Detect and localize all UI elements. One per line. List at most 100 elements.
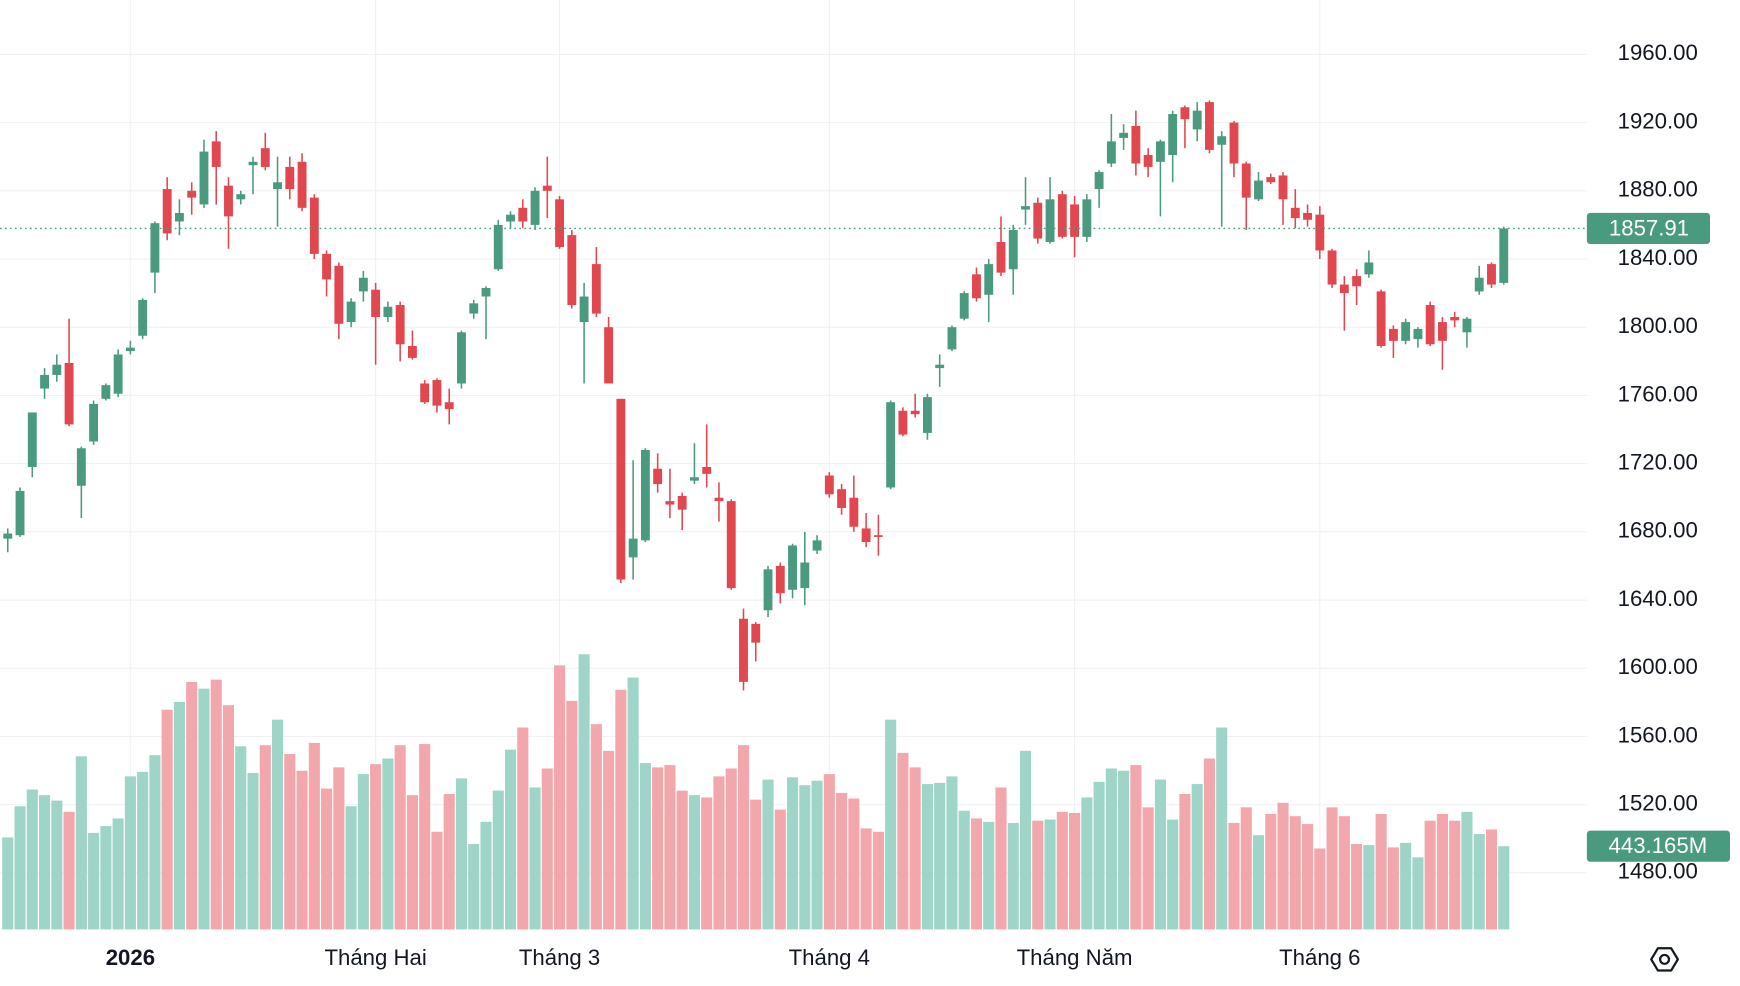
candle-body xyxy=(1143,154,1153,167)
volume-bar xyxy=(1105,768,1117,930)
y-tick-label: 1760.00 xyxy=(1618,381,1698,406)
volume-bar xyxy=(909,767,921,930)
volume-bar xyxy=(1375,813,1387,930)
volume-bar xyxy=(848,798,860,930)
volume-bar xyxy=(664,765,676,930)
candle-body xyxy=(346,301,356,323)
candle-body xyxy=(15,490,25,536)
candle-body xyxy=(334,265,344,324)
volume-bar xyxy=(970,818,983,930)
candle-body xyxy=(775,565,785,594)
volume-bar xyxy=(836,792,848,930)
grid xyxy=(0,0,1587,930)
volume-bar xyxy=(517,727,529,930)
candle-body xyxy=(457,332,466,384)
volume-bar xyxy=(897,752,909,930)
volume-bar xyxy=(934,782,946,930)
volume-bar xyxy=(370,764,382,930)
volume-bar xyxy=(1007,822,1019,930)
volume-bar xyxy=(124,776,136,930)
candle-body xyxy=(493,224,503,270)
volume-bar xyxy=(1056,811,1068,930)
candle-body xyxy=(518,207,528,222)
volume-bar xyxy=(737,745,750,930)
candle-body xyxy=(444,402,454,410)
volume-bar xyxy=(186,681,198,930)
volume-bar xyxy=(946,776,958,930)
volume-bar xyxy=(1032,820,1044,930)
volume-bar xyxy=(137,771,149,930)
candle-body xyxy=(113,354,123,394)
candle-body xyxy=(506,214,515,222)
candle-body xyxy=(873,535,883,537)
volume-bar xyxy=(210,679,222,930)
volume-bar xyxy=(161,709,173,930)
candle-body xyxy=(702,467,712,474)
volume-bar xyxy=(333,767,345,930)
volume-bar xyxy=(1289,816,1301,930)
candle-body xyxy=(1254,180,1263,200)
candle-body xyxy=(1413,328,1423,340)
candle-body xyxy=(739,618,748,682)
candle-body xyxy=(824,475,834,495)
candle-body xyxy=(469,303,479,314)
volume-bar xyxy=(431,831,443,930)
y-tick-label: 1800.00 xyxy=(1618,313,1698,338)
volume-bar xyxy=(774,809,786,930)
volume-bar xyxy=(701,797,713,930)
candle-body xyxy=(763,569,773,611)
candle-body xyxy=(837,489,847,508)
y-tick-label: 1640.00 xyxy=(1618,586,1698,611)
candle-body xyxy=(530,190,540,225)
volume-bar xyxy=(652,767,664,930)
volume-bar xyxy=(406,795,418,930)
last-price-badge xyxy=(1586,212,1711,244)
volume-bar xyxy=(88,832,100,930)
candle-body xyxy=(138,299,148,336)
candle-body xyxy=(407,345,417,358)
volume-bar xyxy=(958,810,970,930)
volume-bar xyxy=(639,763,651,930)
candle-body xyxy=(40,374,49,389)
candle-body xyxy=(64,363,74,425)
settings-icon[interactable] xyxy=(1650,947,1679,972)
volume-bar xyxy=(222,705,235,930)
candle-body xyxy=(1315,214,1325,251)
candle-body xyxy=(481,287,491,297)
candle-body xyxy=(1168,114,1178,155)
candle-body xyxy=(1499,228,1509,283)
candle-body xyxy=(1119,132,1129,138)
volume-bar xyxy=(1436,813,1448,930)
volume-bar xyxy=(811,780,823,930)
volume-bar xyxy=(1363,845,1375,930)
y-tick-label: 1520.00 xyxy=(1618,790,1698,815)
candle-body xyxy=(1425,305,1435,345)
volume-bar xyxy=(529,787,541,930)
volume-bar xyxy=(259,745,271,930)
candle-body xyxy=(383,306,393,317)
settings-dot xyxy=(1658,953,1671,965)
volume-bar xyxy=(1240,807,1252,930)
candle-body xyxy=(322,253,332,280)
candle-body xyxy=(898,410,908,435)
candle-body xyxy=(1327,250,1337,285)
volume-bar xyxy=(921,784,933,930)
candle-body xyxy=(1021,206,1030,210)
candle-body xyxy=(248,161,258,166)
candle-body xyxy=(628,538,638,558)
volume-bar xyxy=(39,795,51,930)
candle-body xyxy=(174,212,184,222)
candle-body xyxy=(420,383,430,403)
labels: 1480.00 1520.00 1560.00 1600.00 1640.00 1680.… xyxy=(106,40,1731,970)
volume-bar xyxy=(1424,820,1436,930)
last-price-label: 1857.91 xyxy=(1609,215,1689,240)
candle-body xyxy=(947,327,957,350)
candle-body xyxy=(1462,318,1472,333)
volume-bar xyxy=(1167,819,1179,930)
volume-bar xyxy=(1412,857,1424,930)
volume-bar xyxy=(713,776,725,930)
volume-bar xyxy=(1118,770,1130,930)
candle-body xyxy=(1339,284,1349,294)
volume-bar xyxy=(786,777,799,930)
